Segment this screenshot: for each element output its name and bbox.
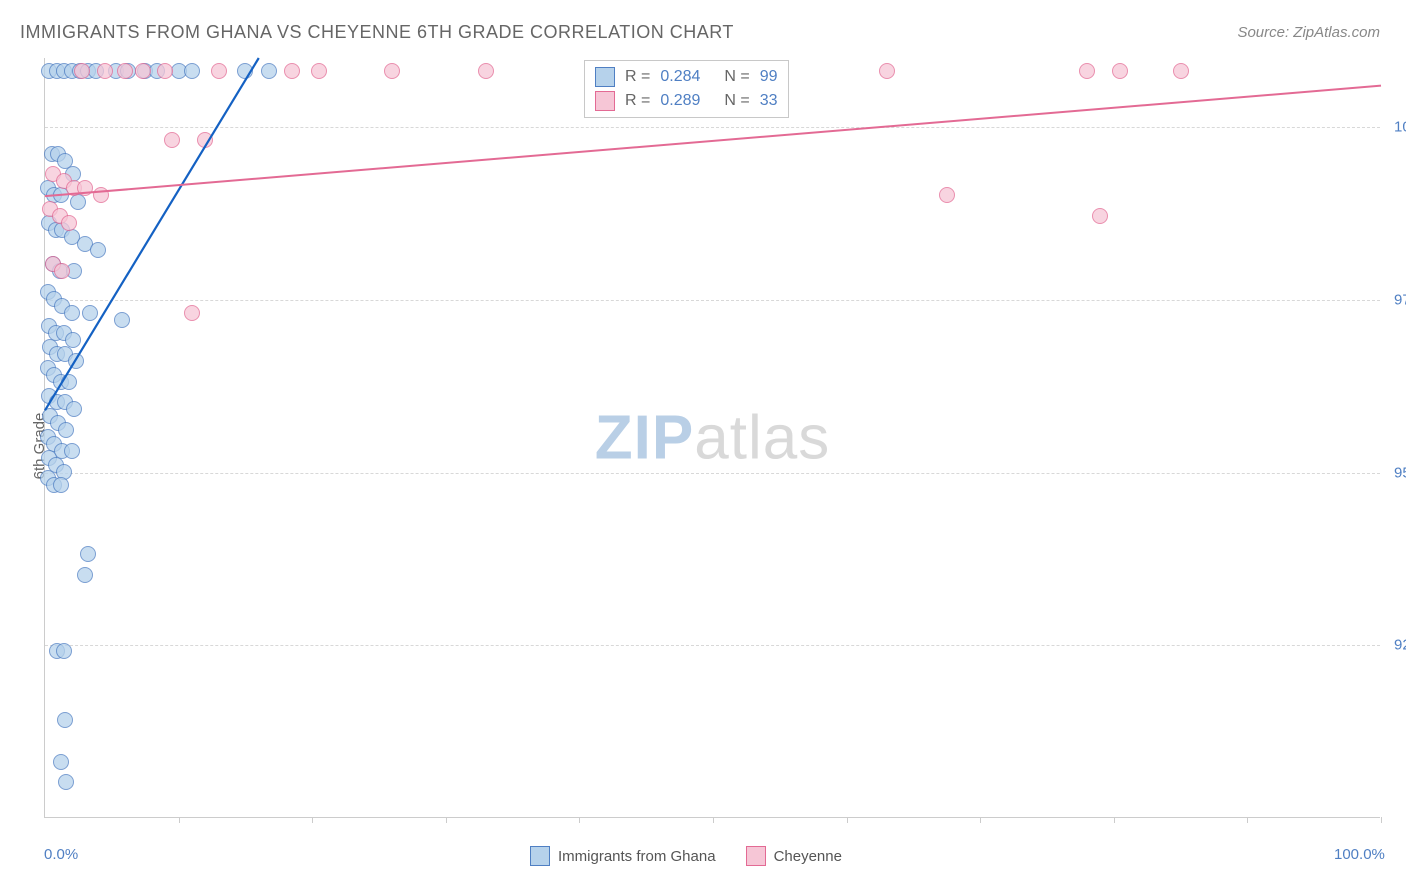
data-point [53,754,69,770]
data-point [311,63,327,79]
legend-row: R = 0.289 N = 33 [595,89,778,113]
data-point [57,712,73,728]
source-attribution: Source: ZipAtlas.com [1237,24,1380,41]
legend-label: Immigrants from Ghana [558,848,716,865]
data-point [80,546,96,562]
legend-r-value: 0.289 [660,92,700,110]
data-point [64,305,80,321]
data-point [77,567,93,583]
data-point [1092,208,1108,224]
scatter-plot-area: ZIPatlas 92.5%95.0%97.5%100.0% [44,58,1380,818]
data-point [90,242,106,258]
data-point [74,63,90,79]
data-point [939,187,955,203]
data-point [157,63,173,79]
data-point [1079,63,1095,79]
data-point [197,132,213,148]
y-tick-label: 95.0% [1384,464,1406,481]
data-point [58,774,74,790]
data-point [261,63,277,79]
legend-n-label: N = [724,92,749,110]
correlation-legend: R = 0.284 N = 99 R = 0.289 N = 33 [584,60,789,118]
data-point [61,215,77,231]
x-tick [1247,817,1248,823]
legend-swatch [746,846,766,866]
data-point [384,63,400,79]
data-point [58,422,74,438]
legend-r-label: R = [625,68,650,86]
x-axis-max-label: 100.0% [1334,846,1385,863]
y-tick-label: 92.5% [1384,637,1406,654]
x-tick [980,817,981,823]
data-point [61,374,77,390]
data-point [56,643,72,659]
y-tick-label: 97.5% [1384,291,1406,308]
data-point [97,63,113,79]
x-tick [847,817,848,823]
data-point [82,305,98,321]
legend-n-value: 33 [760,92,778,110]
legend-n-value: 99 [760,68,778,86]
data-point [1112,63,1128,79]
legend-label: Cheyenne [774,848,842,865]
watermark-zip: ZIP [595,403,694,472]
legend-item: Immigrants from Ghana [530,846,716,866]
legend-n-label: N = [724,68,749,86]
x-tick [179,817,180,823]
x-tick [1381,817,1382,823]
data-point [66,401,82,417]
legend-item: Cheyenne [746,846,842,866]
series-legend: Immigrants from Ghana Cheyenne [530,846,842,866]
data-point [77,180,93,196]
x-tick [446,817,447,823]
x-tick [312,817,313,823]
data-point [478,63,494,79]
gridline [45,645,1380,646]
data-point [93,187,109,203]
data-point [284,63,300,79]
data-point [211,63,227,79]
legend-r-value: 0.284 [660,68,700,86]
data-point [114,312,130,328]
legend-row: R = 0.284 N = 99 [595,65,778,89]
data-point [879,63,895,79]
data-point [70,194,86,210]
watermark: ZIPatlas [595,402,830,473]
legend-swatch [530,846,550,866]
data-point [64,443,80,459]
legend-swatch [595,67,615,87]
gridline [45,300,1380,301]
gridline [45,127,1380,128]
x-tick [1114,817,1115,823]
data-point [184,63,200,79]
data-point [68,353,84,369]
legend-swatch [595,91,615,111]
trend-lines [45,58,1381,818]
gridline [45,473,1380,474]
data-point [164,132,180,148]
watermark-atlas: atlas [694,403,830,472]
data-point [1173,63,1189,79]
x-tick [579,817,580,823]
data-point [117,63,133,79]
data-point [184,305,200,321]
data-point [53,477,69,493]
legend-r-label: R = [625,92,650,110]
data-point [237,63,253,79]
data-point [135,63,151,79]
x-tick [713,817,714,823]
y-tick-label: 100.0% [1384,119,1406,136]
chart-title: IMMIGRANTS FROM GHANA VS CHEYENNE 6TH GR… [20,22,734,43]
data-point [54,263,70,279]
x-axis-min-label: 0.0% [44,846,78,863]
